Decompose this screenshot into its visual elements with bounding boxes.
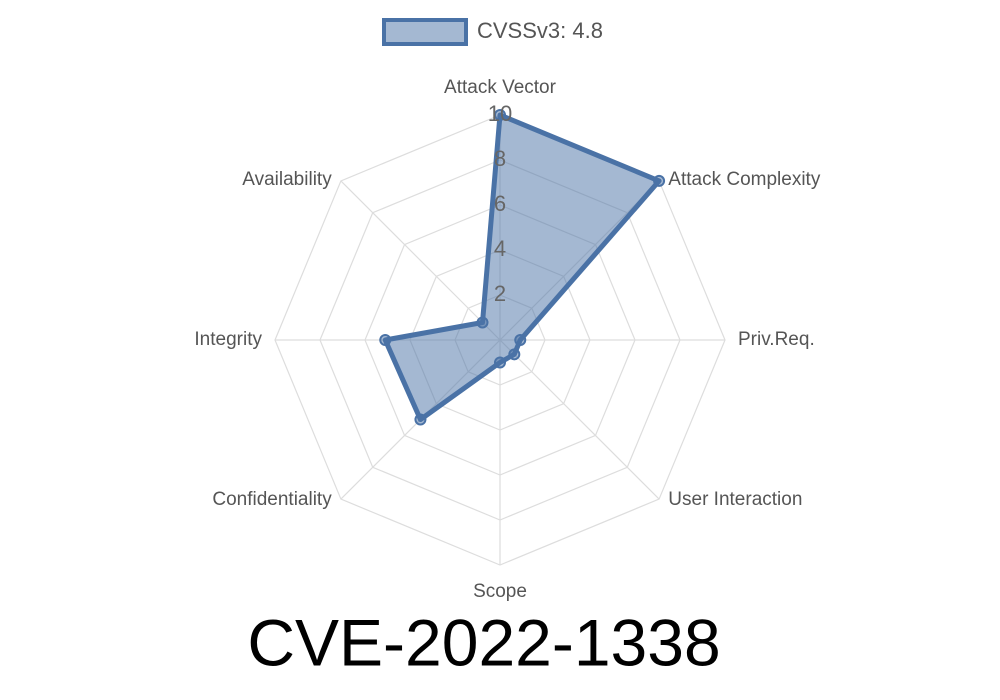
axis-label: Attack Vector	[444, 77, 557, 98]
r-tick-label: 10	[488, 101, 512, 126]
r-tick-label: 6	[494, 191, 506, 216]
legend-swatch	[382, 18, 468, 46]
data-point	[414, 413, 427, 426]
series-area	[382, 112, 662, 423]
legend-label: CVSSv3: 4.8	[477, 18, 603, 43]
axis-label: User Interaction	[668, 489, 802, 510]
data-point	[508, 348, 521, 361]
spoke	[499, 339, 660, 500]
axis-label: Attack Complexity	[668, 169, 821, 190]
r-tick-label: 2	[494, 281, 506, 306]
spoke	[340, 180, 501, 341]
data-point	[476, 316, 489, 329]
data-point	[494, 356, 506, 369]
axis-label: Scope	[473, 581, 527, 602]
axis-label: Integrity	[194, 329, 262, 350]
axis-label: Availability	[242, 169, 332, 190]
r-tick-label: 8	[494, 146, 506, 171]
chart-title: CVE-2022-1338	[247, 605, 720, 679]
r-tick-label: 4	[494, 236, 506, 261]
data-point	[514, 334, 527, 346]
data-point	[653, 174, 666, 187]
data-point	[494, 109, 506, 121]
axis-label: Confidentiality	[212, 489, 332, 510]
data-point	[379, 334, 392, 346]
axis-label: Priv.Req.	[738, 329, 815, 350]
